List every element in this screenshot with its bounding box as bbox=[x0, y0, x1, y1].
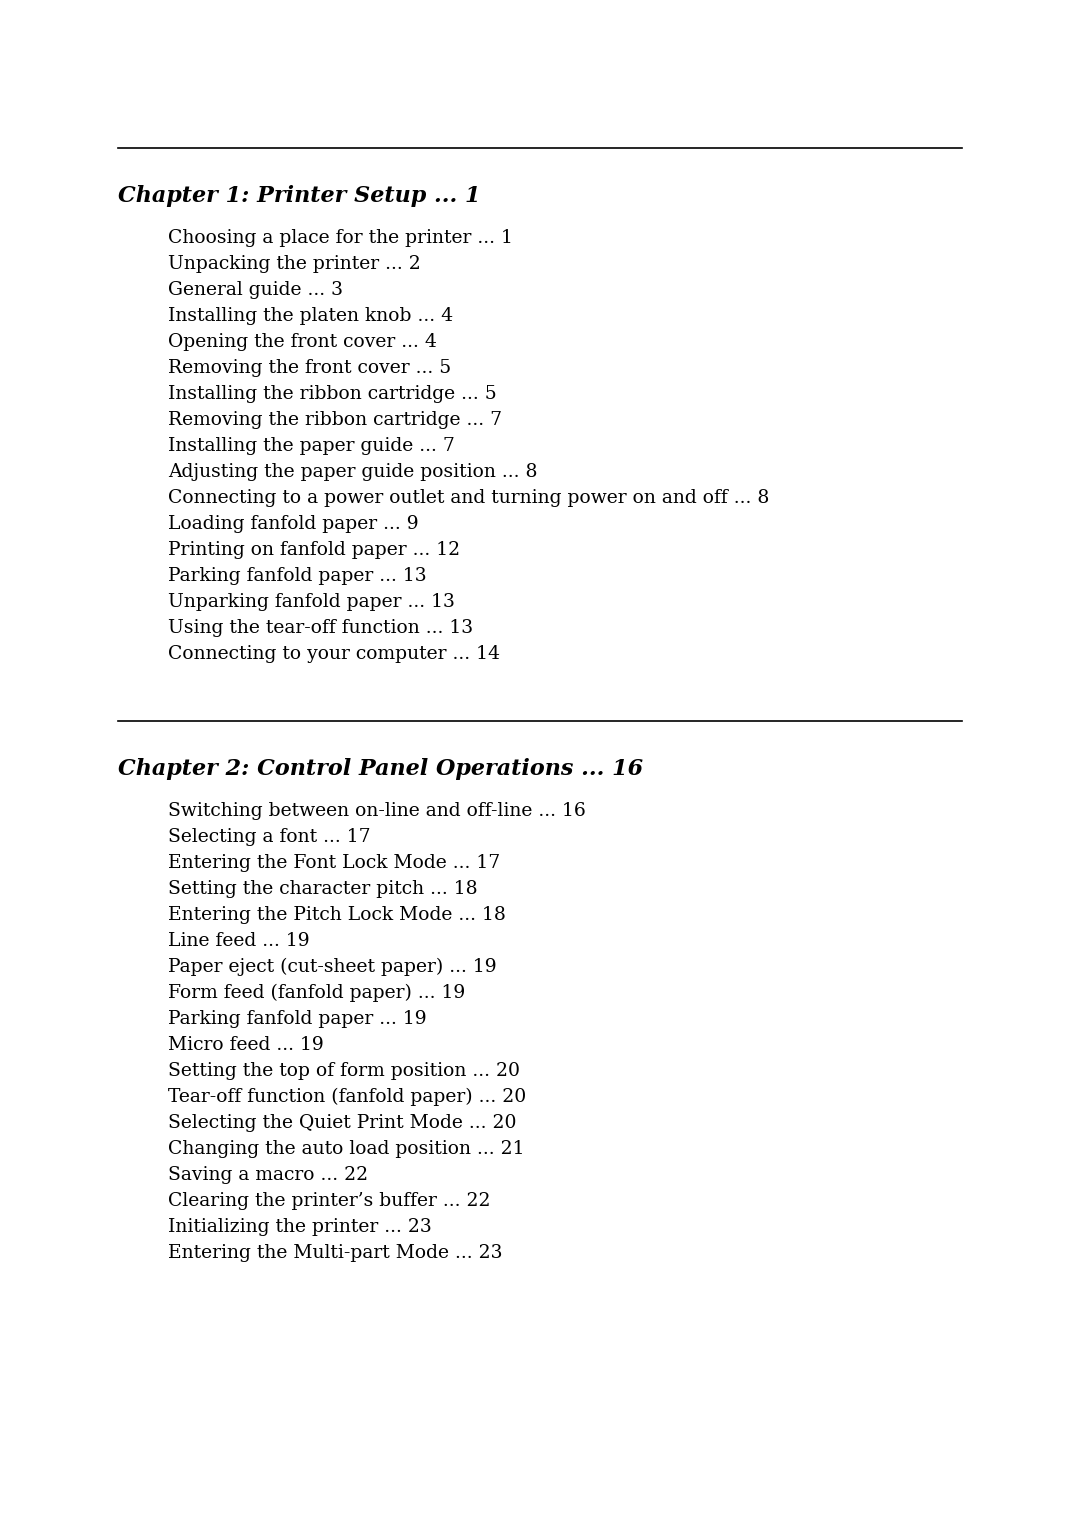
Text: Unparking fanfold paper ... 13: Unparking fanfold paper ... 13 bbox=[168, 593, 455, 612]
Text: Connecting to a power outlet and turning power on and off ... 8: Connecting to a power outlet and turning… bbox=[168, 489, 769, 508]
Text: Loading fanfold paper ... 9: Loading fanfold paper ... 9 bbox=[168, 515, 419, 534]
Text: Entering the Multi-part Mode ... 23: Entering the Multi-part Mode ... 23 bbox=[168, 1245, 502, 1261]
Text: Selecting a font ... 17: Selecting a font ... 17 bbox=[168, 829, 370, 846]
Text: Entering the Pitch Lock Mode ... 18: Entering the Pitch Lock Mode ... 18 bbox=[168, 907, 505, 924]
Text: Parking fanfold paper ... 19: Parking fanfold paper ... 19 bbox=[168, 1011, 427, 1027]
Text: Removing the front cover ... 5: Removing the front cover ... 5 bbox=[168, 359, 451, 378]
Text: Parking fanfold paper ... 13: Parking fanfold paper ... 13 bbox=[168, 567, 427, 586]
Text: Installing the platen knob ... 4: Installing the platen knob ... 4 bbox=[168, 307, 454, 326]
Text: Setting the top of form position ... 20: Setting the top of form position ... 20 bbox=[168, 1063, 519, 1079]
Text: Changing the auto load position ... 21: Changing the auto load position ... 21 bbox=[168, 1141, 525, 1157]
Text: Connecting to your computer ... 14: Connecting to your computer ... 14 bbox=[168, 645, 500, 664]
Text: Using the tear-off function ... 13: Using the tear-off function ... 13 bbox=[168, 619, 473, 638]
Text: Printing on fanfold paper ... 12: Printing on fanfold paper ... 12 bbox=[168, 541, 460, 560]
Text: Form feed (fanfold paper) ... 19: Form feed (fanfold paper) ... 19 bbox=[168, 985, 465, 1001]
Text: Saving a macro ... 22: Saving a macro ... 22 bbox=[168, 1167, 368, 1183]
Text: Micro feed ... 19: Micro feed ... 19 bbox=[168, 1037, 324, 1053]
Text: Tear-off function (fanfold paper) ... 20: Tear-off function (fanfold paper) ... 20 bbox=[168, 1089, 526, 1107]
Text: Initializing the printer ... 23: Initializing the printer ... 23 bbox=[168, 1219, 432, 1235]
Text: Opening the front cover ... 4: Opening the front cover ... 4 bbox=[168, 333, 437, 352]
Text: Removing the ribbon cartridge ... 7: Removing the ribbon cartridge ... 7 bbox=[168, 411, 502, 430]
Text: Paper eject (cut-sheet paper) ... 19: Paper eject (cut-sheet paper) ... 19 bbox=[168, 959, 497, 976]
Text: Choosing a place for the printer ... 1: Choosing a place for the printer ... 1 bbox=[168, 229, 513, 248]
Text: Unpacking the printer ... 2: Unpacking the printer ... 2 bbox=[168, 255, 421, 274]
Text: Selecting the Quiet Print Mode ... 20: Selecting the Quiet Print Mode ... 20 bbox=[168, 1115, 516, 1131]
Text: Adjusting the paper guide position ... 8: Adjusting the paper guide position ... 8 bbox=[168, 463, 538, 482]
Text: Installing the ribbon cartridge ... 5: Installing the ribbon cartridge ... 5 bbox=[168, 385, 497, 404]
Text: Chapter 1: Printer Setup ... 1: Chapter 1: Printer Setup ... 1 bbox=[118, 185, 481, 206]
Text: Installing the paper guide ... 7: Installing the paper guide ... 7 bbox=[168, 437, 455, 456]
Text: Chapter 2: Control Panel Operations ... 16: Chapter 2: Control Panel Operations ... … bbox=[118, 758, 643, 780]
Text: Entering the Font Lock Mode ... 17: Entering the Font Lock Mode ... 17 bbox=[168, 855, 500, 872]
Text: General guide ... 3: General guide ... 3 bbox=[168, 281, 343, 300]
Text: Clearing the printer’s buffer ... 22: Clearing the printer’s buffer ... 22 bbox=[168, 1193, 490, 1209]
Text: Setting the character pitch ... 18: Setting the character pitch ... 18 bbox=[168, 881, 477, 898]
Text: Switching between on-line and off-line ... 16: Switching between on-line and off-line .… bbox=[168, 803, 585, 820]
Text: Line feed ... 19: Line feed ... 19 bbox=[168, 933, 310, 950]
